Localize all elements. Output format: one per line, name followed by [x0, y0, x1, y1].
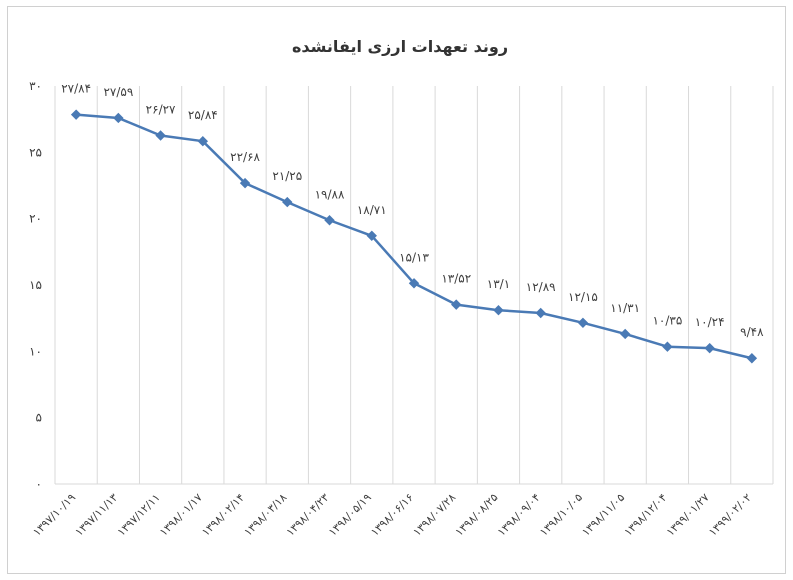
data-point	[113, 112, 124, 124]
data-label: ۹/۴۸	[740, 325, 764, 339]
data-label: ۱۳/۱	[487, 277, 510, 291]
data-point	[282, 196, 293, 208]
data-label: ۲۶/۲۷	[146, 102, 176, 116]
data-label: ۱۱/۳۱	[610, 301, 640, 315]
data-label: ۲۲/۶۸	[230, 150, 260, 164]
data-label: ۲۷/۸۴	[61, 82, 91, 96]
x-tick-label: ۱۳۹۸/۰۳/۱۸	[242, 491, 290, 539]
data-label: ۱۰/۳۵	[652, 314, 682, 328]
x-tick-label: ۱۳۹۸/۰۹/۰۴	[495, 491, 543, 539]
x-tick-label: ۱۳۹۸/۰۵/۱۹	[326, 491, 374, 539]
data-point	[704, 342, 715, 354]
data-label: ۲۱/۲۵	[272, 169, 302, 183]
data-label: ۲۵/۸۴	[188, 108, 218, 122]
x-tick-label: ۱۳۹۷/۱۰/۱۹	[30, 491, 78, 539]
data-point	[493, 304, 504, 316]
x-tick-label: ۱۳۹۸/۰۴/۲۳	[284, 491, 332, 539]
data-label: ۲۷/۵۹	[103, 85, 133, 99]
x-tick-label: ۱۳۹۸/۱۱/۰۵	[579, 491, 627, 539]
x-tick-label: ۱۳۹۷/۱۲/۱۱	[115, 491, 163, 539]
data-label: ۱۳/۵۲	[441, 272, 471, 286]
data-point	[451, 299, 462, 310]
x-tick-label: ۱۳۹۹/۰۲/۰۲	[706, 491, 754, 539]
x-tick-label: ۱۳۹۷/۱۱/۱۳	[73, 491, 121, 539]
series-line	[76, 113, 753, 360]
y-tick-label: ۲۰	[29, 212, 42, 226]
data-point	[408, 278, 420, 289]
x-tick-label: ۱۳۹۸/۱۲/۰۴	[622, 491, 670, 539]
y-tick-label: ۱۵	[29, 278, 42, 292]
data-point	[662, 341, 673, 352]
series	[70, 109, 758, 364]
chart-title: روند تعهدات ارزی ایفانشده	[292, 37, 508, 56]
data-point	[746, 353, 758, 364]
x-tick-label: ۱۳۹۸/۰۱/۱۷	[157, 491, 205, 539]
data-labels: ۲۷/۸۴ ۲۷/۵۹ ۲۶/۲۷ ۲۵/۸۴ ۲۲/۶۸ ۲۱/۲۵ ۱۹/۸۸ ۱۸/۷۱…	[61, 82, 764, 340]
x-tick-label: ۱۳۹۸/۱۰/۰۵	[537, 491, 585, 539]
y-tick-label: ۲۵	[29, 145, 42, 159]
x-tick-label: ۱۳۹۸/۰۲/۱۴	[199, 491, 247, 539]
x-tick-label: ۱۳۹۸/۰۶/۱۶	[368, 491, 416, 539]
x-axis: ۱۳۹۷/۱۰/۱۹۱۳۹۷/۱۱/۱۳۱۳۹۷/۱۲/۱۱۱۳۹۸/۰۱/۱۷…	[30, 491, 754, 539]
grid-lines	[54, 86, 774, 485]
data-point	[619, 328, 631, 340]
data-point	[324, 215, 335, 226]
x-tick-label: ۱۳۹۸/۰۸/۲۵	[453, 491, 501, 539]
data-point	[535, 307, 546, 319]
data-point	[577, 317, 589, 329]
data-point	[155, 130, 166, 141]
x-tick-label: ۱۳۹۹/۰۱/۲۷	[664, 491, 712, 539]
y-tick-label: ۳۰	[29, 79, 42, 93]
data-point	[70, 109, 82, 120]
y-tick-label: ۰	[36, 477, 42, 491]
chart-frame	[7, 6, 786, 574]
data-point	[197, 135, 209, 147]
data-label: ۱۵/۱۳	[399, 250, 429, 264]
data-label: ۱۲/۱۵	[568, 290, 598, 304]
y-tick-label: ۱۰	[29, 344, 42, 358]
x-tick-label: ۱۳۹۸/۰۷/۲۸	[410, 491, 458, 539]
data-label: ۱۹/۸۸	[315, 187, 345, 201]
data-point	[366, 230, 377, 241]
data-label: ۱۲/۸۹	[526, 280, 556, 294]
data-label: ۱۰/۲۴	[695, 315, 725, 329]
data-label: ۱۸/۷۱	[357, 203, 387, 217]
y-axis: ۰ ۵ ۱۰ ۱۵ ۲۰ ۲۵ ۳۰	[29, 79, 42, 491]
y-tick-label: ۵	[36, 411, 42, 425]
data-point	[239, 177, 251, 189]
